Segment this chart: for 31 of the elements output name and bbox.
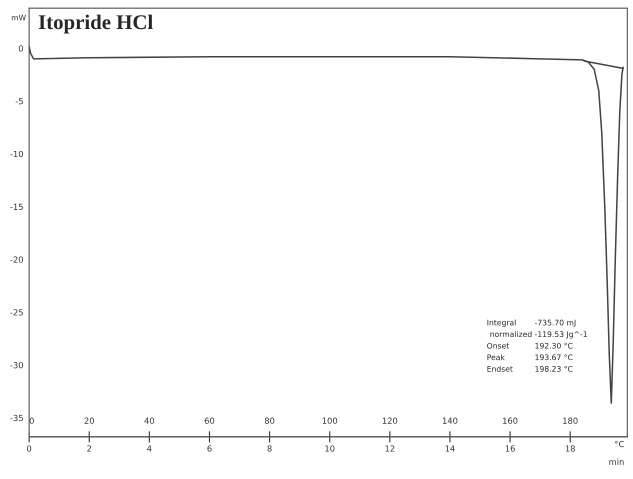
x-tick-label: 40 [144,418,154,424]
x-tick-label: 80 [264,418,274,424]
x2-tick-label: 14 [446,445,455,452]
x2-tick-label: 6 [207,445,212,452]
x-tick-label: 180 [563,418,578,424]
x2-tick-label: 4 [147,445,152,452]
y-tick-label: -5 [16,98,23,104]
x2-tick-label: 10 [325,445,334,452]
y-tick-label: -35 [10,414,23,422]
y-tick-label: -25 [10,309,23,316]
x-tick-label: 100 [322,418,338,424]
x2-tick-label: 18 [566,445,575,452]
x-tick-label: 20 [84,418,94,424]
x2-tick-label: 12 [385,445,394,452]
x2-axis-title: min [609,458,624,465]
x2-tick-label: 16 [506,445,515,452]
x-tick-label: 0 [30,418,34,424]
y-tick-label: -30 [10,362,24,368]
chart-title: Itopride HCl [38,14,153,34]
y-tick-label: -20 [10,256,24,263]
x-axis-title: °C [615,440,624,448]
y-tick-label: -15 [10,204,23,210]
x-tick-label: 120 [382,418,398,424]
x2-tick-label: 2 [87,445,92,452]
y-tick-label: 0 [18,45,24,52]
y-tick-label: -10 [10,150,24,158]
x-tick-label: 160 [503,418,518,424]
x2-tick-label: 0 [27,445,32,452]
x2-tick-label: 8 [268,445,272,452]
x-tick-label: 140 [442,418,458,424]
x-tick-label: 60 [204,418,214,424]
